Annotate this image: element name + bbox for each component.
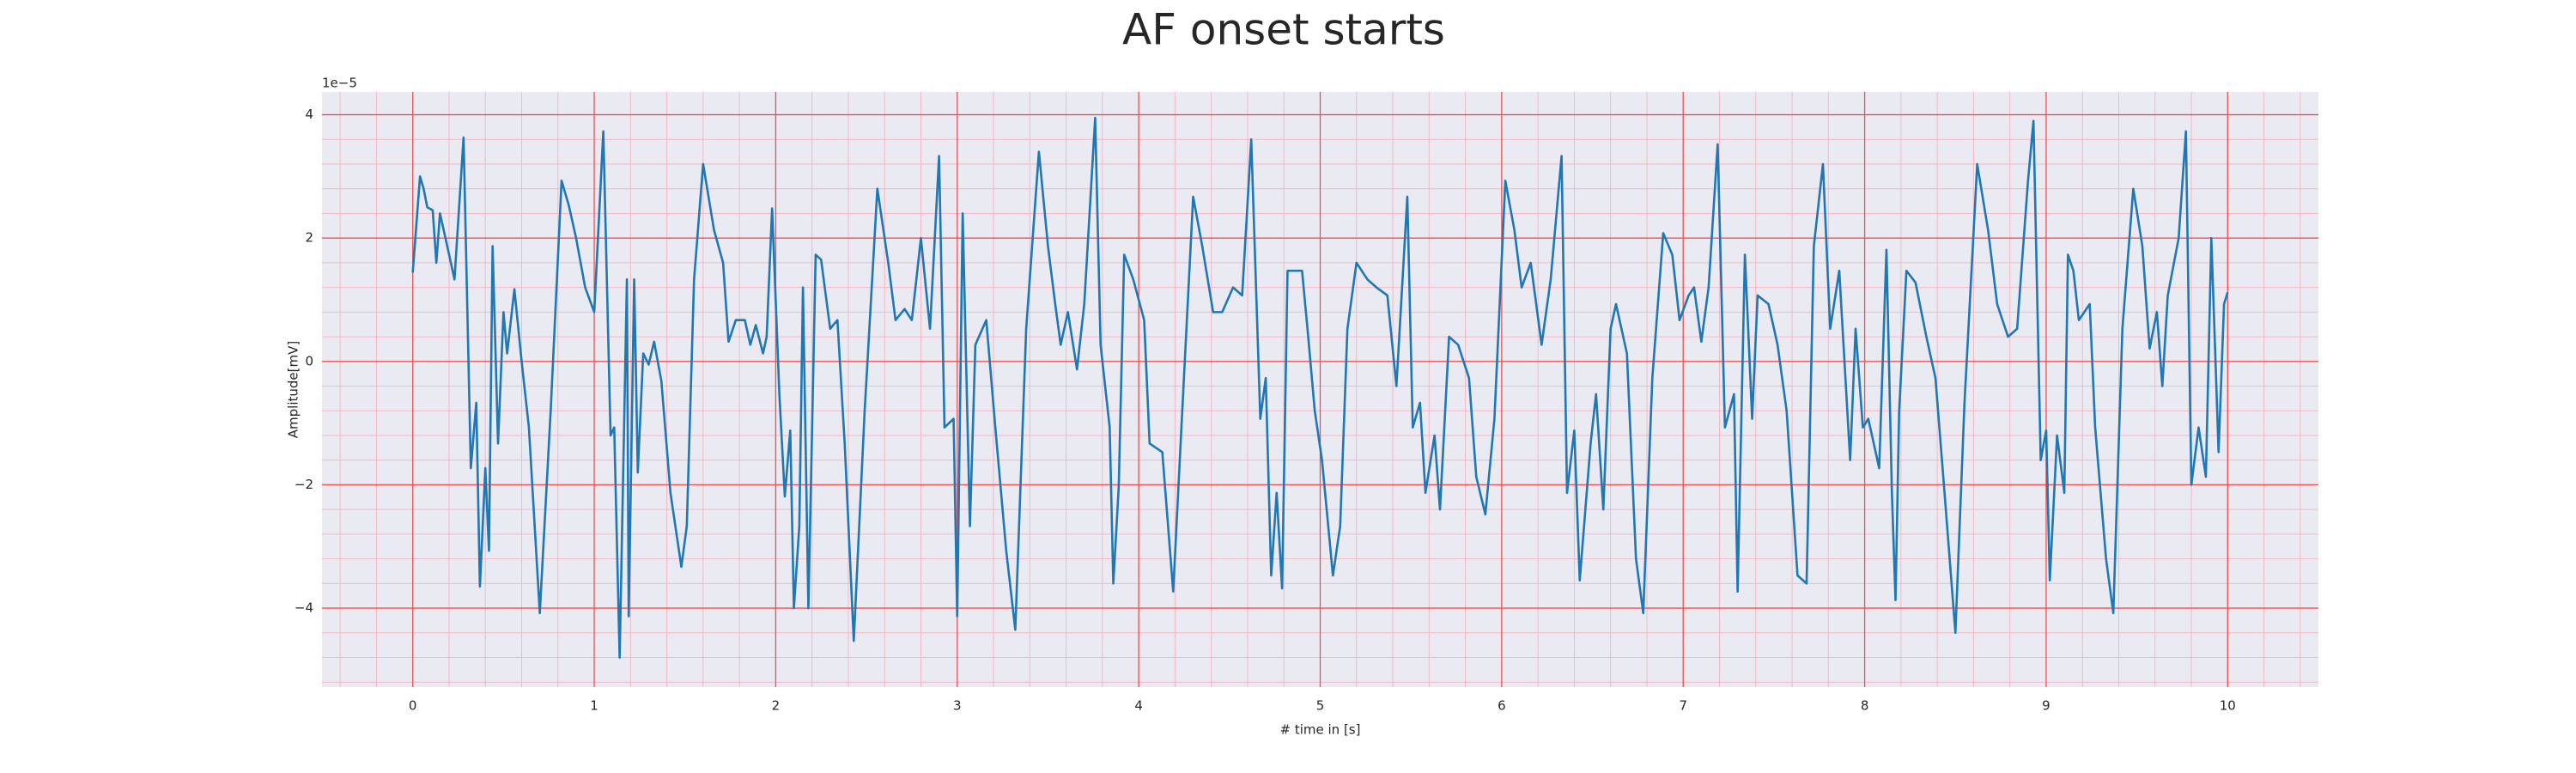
- x-tick-label: 5: [1316, 698, 1325, 714]
- x-tick-label: 6: [1498, 698, 1506, 714]
- y-offset-label: 1e−5: [322, 76, 357, 91]
- x-tick-label: 0: [409, 698, 417, 714]
- x-tick-label: 1: [590, 698, 598, 714]
- y-axis-label: Amplitude[mV]: [286, 341, 301, 438]
- x-tick-label: 3: [953, 698, 962, 714]
- x-tick-label: 4: [1134, 698, 1143, 714]
- x-axis-label: # time in [s]: [1280, 722, 1361, 738]
- y-tick-label: 4: [305, 107, 313, 122]
- y-tick-label: 2: [305, 230, 313, 246]
- y-tick-label: −4: [295, 600, 313, 616]
- x-tick-label: 8: [1861, 698, 1869, 714]
- x-tick-label: 10: [2220, 698, 2236, 714]
- y-tick-label: 0: [305, 353, 313, 368]
- x-tick-label: 2: [772, 698, 781, 714]
- chart-title: AF onset starts: [1122, 5, 1445, 55]
- signal-line: [411, 116, 2229, 659]
- x-tick-label: 9: [2042, 698, 2050, 714]
- x-tick-label: 7: [1679, 698, 1687, 714]
- y-tick-label: −2: [295, 477, 313, 492]
